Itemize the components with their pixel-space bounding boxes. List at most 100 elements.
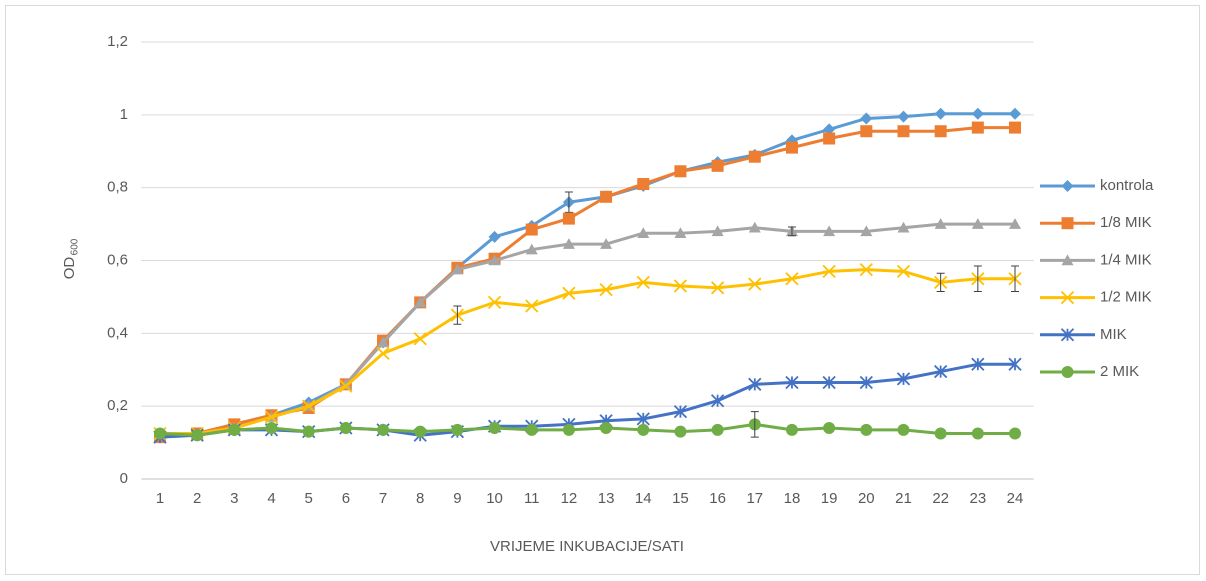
- marker-shape: [377, 336, 390, 348]
- marker: [451, 423, 464, 436]
- marker: [264, 410, 279, 424]
- marker: [377, 336, 390, 348]
- x-tick-label: 15: [672, 490, 689, 507]
- x-tick-label: 24: [1007, 490, 1024, 507]
- marker: [525, 243, 538, 255]
- marker: [823, 422, 836, 435]
- y-axis-label-group: OD 600: [61, 238, 81, 279]
- x-tick-label: 2: [193, 490, 201, 507]
- y-tick-label: 0,4: [107, 324, 128, 341]
- marker: [525, 223, 538, 236]
- x-tick-label: 11: [524, 490, 540, 507]
- marker-shape: [1009, 427, 1022, 440]
- y-tick-label: 0: [120, 470, 128, 487]
- marker: [413, 332, 427, 346]
- marker-shape: [488, 254, 501, 266]
- x-tick-label: 14: [635, 490, 652, 507]
- marker-shape: [711, 159, 724, 172]
- marker: [1009, 121, 1022, 134]
- error-bar: [453, 305, 462, 325]
- marker: [339, 379, 353, 393]
- marker-shape: [673, 404, 688, 419]
- marker: [859, 375, 873, 390]
- marker: [674, 227, 687, 238]
- x-axis-label: VRIJEME INKUBACIJE/SATI: [490, 538, 684, 555]
- marker: [710, 394, 725, 408]
- marker: [636, 275, 650, 289]
- series-line: [159, 268, 1016, 435]
- marker: [191, 429, 204, 442]
- marker-shape: [674, 227, 687, 238]
- x-tick-label: 8: [416, 490, 424, 507]
- marker-shape: [934, 125, 947, 138]
- marker-shape: [896, 264, 911, 279]
- marker-shape: [488, 422, 501, 435]
- marker-shape: [525, 299, 539, 313]
- marker: [934, 125, 947, 138]
- marker-shape: [1060, 290, 1075, 305]
- x-tick-label: 13: [598, 490, 615, 507]
- x-tick-label: 1: [156, 490, 164, 507]
- marker: [562, 238, 575, 249]
- error-bar: [787, 226, 796, 237]
- marker: [1008, 357, 1022, 371]
- x-tick-label: 23: [969, 490, 986, 507]
- x-tick-label: 21: [895, 490, 912, 507]
- y-axis-label: OD: [61, 257, 78, 280]
- marker: [1060, 290, 1075, 305]
- marker: [748, 221, 761, 233]
- marker-shape: [897, 221, 910, 233]
- marker: [1060, 328, 1075, 342]
- marker: [896, 372, 911, 386]
- marker: [748, 150, 761, 163]
- x-tick-label: 19: [821, 490, 838, 507]
- marker: [748, 277, 762, 291]
- legend-label: kontrola: [1100, 177, 1154, 194]
- y-tick-label: 0,8: [107, 179, 128, 196]
- marker: [860, 112, 873, 125]
- marker: [265, 422, 278, 435]
- marker: [600, 190, 613, 203]
- marker-shape: [823, 225, 836, 237]
- x-tick-label: 4: [267, 490, 275, 507]
- marker: [971, 427, 984, 440]
- marker: [823, 132, 836, 145]
- marker-shape: [860, 112, 873, 125]
- marker-shape: [525, 243, 538, 255]
- x-tick-label: 6: [342, 490, 350, 507]
- marker: [897, 125, 910, 138]
- marker: [673, 404, 688, 419]
- marker-shape: [748, 150, 761, 163]
- marker-shape: [413, 332, 427, 346]
- marker: [823, 123, 836, 136]
- marker: [562, 212, 575, 225]
- marker: [934, 107, 947, 120]
- marker-shape: [710, 394, 725, 408]
- marker-shape: [934, 427, 947, 440]
- legend-label: 1/8 MIK: [1100, 214, 1152, 231]
- marker: [302, 425, 315, 438]
- marker: [897, 423, 910, 436]
- marker: [674, 425, 687, 438]
- marker: [1009, 107, 1022, 120]
- marker: [785, 272, 799, 286]
- marker-shape: [191, 429, 204, 442]
- marker-shape: [339, 379, 353, 393]
- marker: [860, 423, 873, 436]
- marker-shape: [1061, 180, 1074, 192]
- marker: [377, 423, 390, 436]
- marker: [339, 422, 352, 435]
- marker-shape: [748, 377, 762, 391]
- marker: [823, 225, 836, 237]
- marker-shape: [896, 372, 911, 386]
- marker-shape: [1009, 121, 1022, 134]
- marker-shape: [636, 412, 650, 426]
- marker: [971, 357, 985, 371]
- marker-shape: [860, 125, 873, 138]
- x-tick-label: 7: [379, 490, 387, 507]
- marker-shape: [228, 423, 241, 436]
- marker-shape: [897, 423, 910, 436]
- marker-shape: [673, 279, 688, 293]
- marker: [451, 263, 464, 275]
